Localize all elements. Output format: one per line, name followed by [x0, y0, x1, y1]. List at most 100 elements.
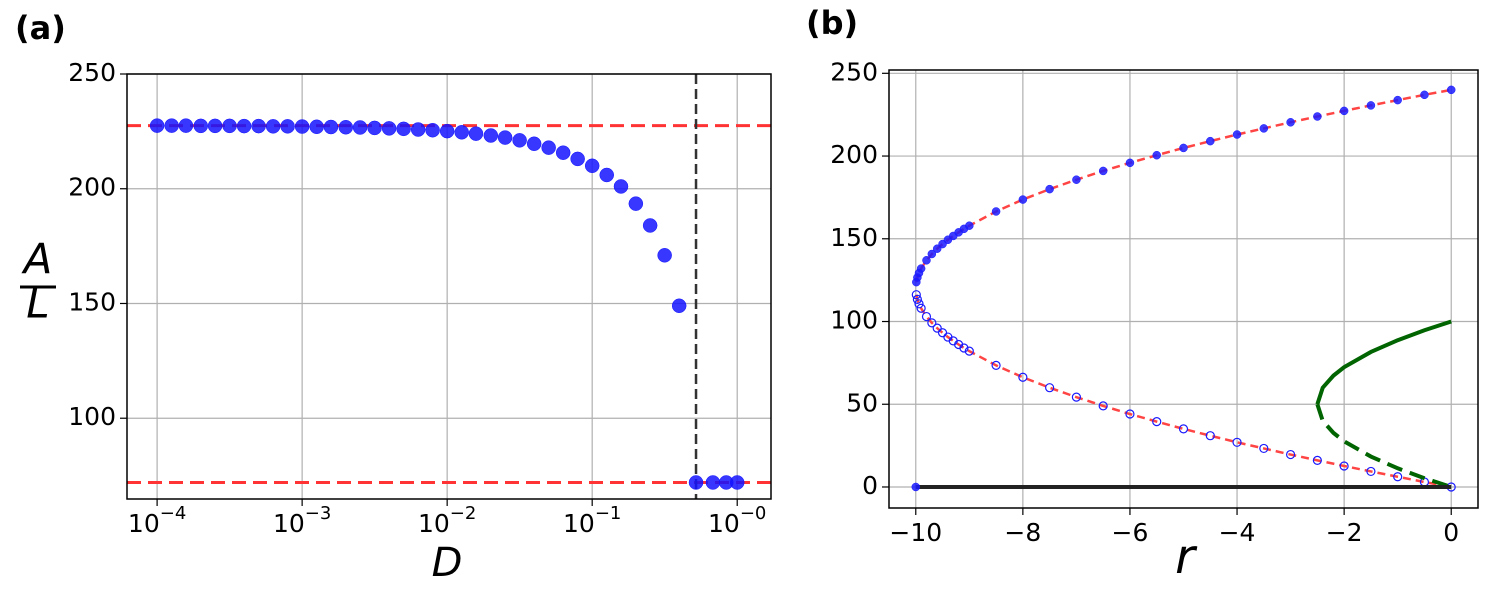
data-point: [526, 136, 542, 152]
tick-exponent: −1: [595, 503, 622, 524]
y-tick-label: 100: [830, 306, 878, 335]
data-point: [1018, 372, 1028, 382]
y-tick-label: 150: [68, 287, 116, 316]
data-point: [1206, 136, 1215, 146]
data-point: [628, 196, 644, 211]
data-point: [991, 360, 1001, 370]
data-point: [381, 121, 397, 136]
data-point: [921, 311, 932, 322]
data-point: [657, 248, 672, 263]
x-tick-label: −4: [1219, 518, 1256, 547]
data-point: [396, 121, 411, 137]
data-point: [410, 122, 426, 137]
y-tick-label: 200: [68, 173, 116, 202]
tick-base: 10: [273, 509, 305, 538]
x-tick-label: −10: [889, 518, 942, 547]
x-tick-label: −6: [1112, 518, 1149, 547]
data-point: [294, 119, 310, 134]
data-point: [705, 475, 721, 490]
tick-exponent: −4: [160, 503, 187, 524]
data-point: [1178, 424, 1189, 434]
y-axis-label-numerator: A: [21, 235, 53, 284]
data-point: [280, 119, 295, 134]
data-point: [932, 244, 942, 253]
data-point: [1420, 90, 1429, 100]
x-tick-label: −2: [1326, 518, 1363, 547]
y-tick-label: 250: [68, 58, 116, 87]
data-point: [207, 118, 223, 134]
data-point: [149, 118, 165, 133]
data-point: [584, 158, 600, 174]
panel-label: (b): [806, 4, 858, 42]
data-point: [642, 218, 658, 233]
data-point: [937, 328, 948, 338]
tick-base: 10: [128, 509, 160, 538]
data-point: [1232, 437, 1242, 447]
data-point: [193, 118, 209, 134]
data-point: [729, 475, 745, 490]
data-point: [599, 167, 614, 183]
data-point: [1393, 472, 1403, 482]
tick-base: 10: [563, 509, 595, 538]
data-point: [1285, 449, 1296, 460]
y-tick-label: 200: [830, 140, 878, 169]
data-point: [1018, 195, 1028, 204]
data-point: [1312, 455, 1322, 465]
data-point: [1259, 443, 1269, 454]
tick-exponent: −2: [450, 503, 477, 524]
y-tick-label: 50: [846, 388, 878, 417]
data-point: [916, 264, 926, 273]
data-point: [251, 118, 266, 134]
data-point: [1259, 124, 1269, 133]
series-line: [915, 294, 1452, 489]
data-point: [468, 126, 484, 141]
plot-frame: [888, 69, 1479, 509]
x-tick-label: 10−1: [563, 503, 621, 538]
data-point: [1339, 461, 1349, 471]
x-tick-label: −8: [1004, 518, 1041, 547]
x-tick-label: 10−3: [273, 503, 331, 538]
plot-frame: [126, 73, 772, 500]
data-point: [922, 256, 931, 265]
data-point: [1098, 166, 1108, 176]
x-tick-label: 10−0: [708, 503, 766, 538]
data-point: [309, 119, 324, 135]
tick-exponent: −3: [305, 503, 332, 524]
data-point: [439, 123, 455, 139]
data-point: [1393, 95, 1402, 105]
data-point: [1313, 112, 1322, 121]
x-axis-label: D: [432, 540, 463, 586]
data-point: [1339, 106, 1349, 116]
data-point: [1232, 130, 1242, 139]
data-point: [932, 323, 942, 333]
data-point: [555, 145, 571, 160]
series-line: [915, 88, 1452, 283]
series-line: [1315, 319, 1452, 405]
data-point: [454, 125, 469, 140]
series-line: [1315, 403, 1452, 489]
data-point: [916, 303, 926, 313]
tick-base: 10: [418, 509, 450, 538]
data-point: [914, 299, 924, 309]
data-point: [1366, 466, 1376, 477]
data-point: [671, 298, 687, 314]
data-point: [1125, 158, 1135, 168]
data-point: [323, 119, 339, 135]
data-point: [338, 119, 354, 135]
data-point: [222, 118, 237, 134]
data-point: [1366, 101, 1376, 110]
data-point: [688, 475, 704, 490]
data-point: [1286, 118, 1295, 127]
panel-label: (a): [15, 9, 66, 47]
data-point: [964, 346, 974, 356]
data-point: [512, 133, 527, 148]
y-tick-label: 250: [830, 57, 878, 86]
data-point: [613, 179, 629, 194]
data-point: [497, 130, 513, 145]
data-point: [1098, 401, 1108, 411]
data-point: [1045, 383, 1055, 393]
x-tick-label: 0: [1443, 518, 1459, 547]
data-point: [991, 207, 1001, 216]
data-point: [236, 118, 252, 134]
